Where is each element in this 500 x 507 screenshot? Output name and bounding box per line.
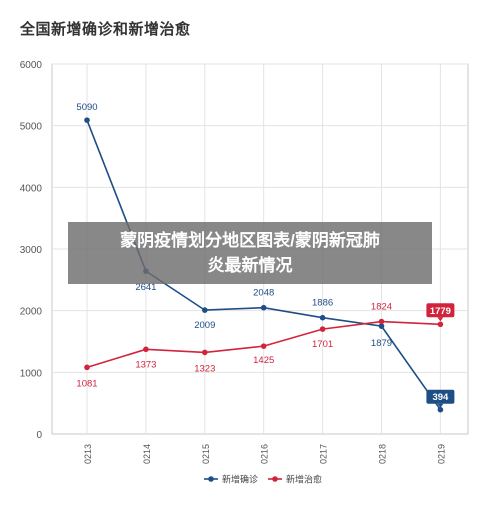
- data-point: [202, 349, 208, 356]
- data-point: [319, 314, 326, 321]
- data-label: 2048: [253, 288, 274, 299]
- badge-label: 394: [432, 392, 449, 403]
- x-tick-label: 0215: [201, 444, 211, 464]
- x-tick-label: 0213: [83, 444, 93, 464]
- data-label: 1824: [371, 302, 392, 313]
- data-label: 2641: [135, 282, 156, 293]
- x-tick-label: 0216: [260, 444, 270, 464]
- caption-line-2: 炎最新情况: [207, 256, 293, 275]
- x-tick-label: 0219: [436, 444, 446, 464]
- legend-label: 新增治愈: [286, 474, 322, 485]
- data-label: 1081: [76, 378, 97, 389]
- x-tick-label: 0218: [378, 444, 388, 464]
- badge-pointer: [437, 317, 444, 322]
- badge-label: 1779: [430, 306, 451, 317]
- data-label: 1425: [253, 355, 274, 366]
- badge-box: [426, 389, 455, 404]
- data-point: [437, 406, 444, 413]
- data-label: 2009: [194, 320, 215, 331]
- y-tick-label: 4000: [20, 183, 43, 194]
- data-point: [260, 304, 267, 311]
- y-tick-label: 1000: [20, 368, 43, 379]
- end-value-badge: 394: [426, 389, 455, 408]
- data-point: [437, 321, 444, 328]
- data-label: 5090: [76, 102, 97, 113]
- x-tick-label: 0217: [319, 444, 329, 464]
- y-tick-label: 3000: [20, 245, 43, 256]
- data-point: [202, 307, 208, 313]
- caption-line-1: 蒙阴疫情划分地区图表/蒙阴新冠肺: [120, 231, 380, 250]
- legend-marker: [208, 476, 214, 482]
- legend-marker: [272, 476, 278, 482]
- legend-label: 新增确诊: [222, 474, 258, 485]
- y-tick-label: 2000: [20, 307, 43, 318]
- data-point: [143, 346, 149, 353]
- data-label: 1886: [312, 298, 333, 309]
- y-tick-label: 0: [36, 430, 42, 441]
- x-tick-label: 0214: [142, 444, 152, 464]
- y-tick-label: 5000: [20, 122, 43, 133]
- data-label: 1701: [312, 339, 333, 350]
- data-point: [378, 323, 385, 329]
- data-point: [260, 343, 267, 349]
- data-point: [84, 117, 90, 123]
- data-point: [319, 326, 326, 332]
- y-tick-label: 6000: [20, 60, 43, 71]
- end-value-badge: 1779: [426, 303, 455, 322]
- data-label: 1373: [135, 359, 156, 370]
- chart-title: 全国新增确诊和新增治愈: [20, 21, 191, 38]
- data-label: 1323: [194, 363, 215, 374]
- data-point: [378, 318, 385, 325]
- caption-overlay: 蒙阴疫情划分地区图表/蒙阴新冠肺 炎最新情况: [68, 222, 432, 284]
- data-label: 1879: [371, 338, 392, 349]
- data-point: [84, 364, 90, 371]
- badge-box: [426, 303, 455, 318]
- badge-pointer: [437, 403, 444, 408]
